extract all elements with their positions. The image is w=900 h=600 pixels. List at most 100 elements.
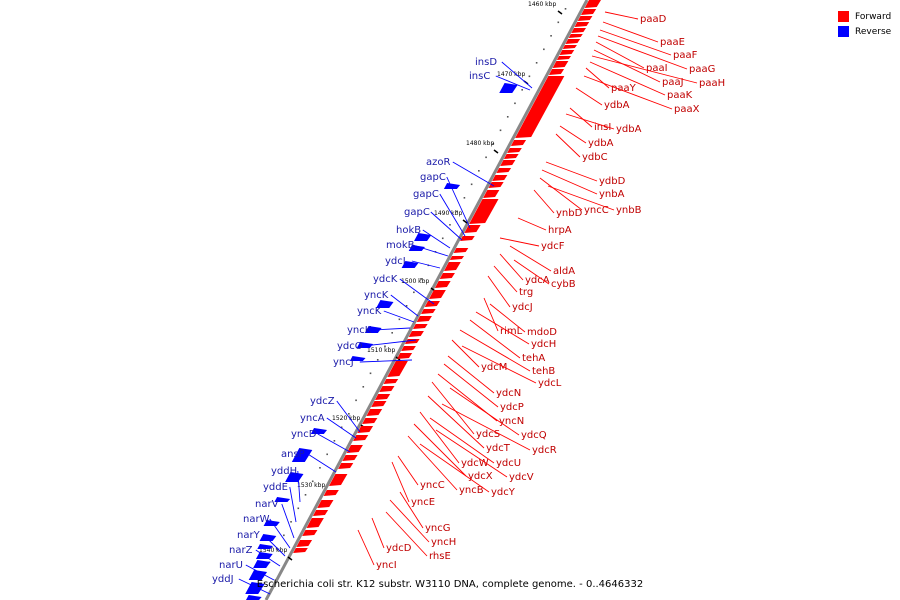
forward-gene-label[interactable]: ydcL <box>538 378 562 389</box>
forward-feature[interactable] <box>562 45 577 49</box>
forward-gene-label[interactable]: ydcS <box>476 429 500 440</box>
forward-feature[interactable] <box>568 34 583 38</box>
forward-feature[interactable] <box>515 76 565 138</box>
forward-feature[interactable] <box>396 353 413 359</box>
forward-feature[interactable] <box>488 182 504 188</box>
forward-gene-label[interactable]: ydcQ <box>521 430 547 441</box>
forward-feature[interactable] <box>379 386 395 392</box>
reverse-gene-label[interactable]: insC <box>469 71 490 82</box>
forward-gene-label[interactable]: paaK <box>667 90 693 101</box>
reverse-gene-label[interactable]: yncD <box>291 429 317 440</box>
forward-feature[interactable] <box>408 331 424 337</box>
forward-feature[interactable] <box>371 401 387 407</box>
reverse-feature[interactable] <box>257 544 273 549</box>
forward-gene-label[interactable]: ydcF <box>541 241 565 252</box>
reverse-feature[interactable] <box>376 300 394 308</box>
reverse-feature[interactable] <box>274 497 291 502</box>
reverse-feature[interactable] <box>349 356 366 361</box>
forward-gene-label[interactable]: yncN <box>499 416 524 427</box>
forward-feature[interactable] <box>306 518 324 528</box>
forward-gene-label[interactable]: paaI <box>646 63 668 74</box>
forward-gene-label[interactable]: tehB <box>532 366 555 377</box>
forward-gene-label[interactable]: paaY <box>611 83 637 94</box>
forward-gene-label[interactable]: yncG <box>425 523 451 534</box>
forward-gene-label[interactable]: rhsE <box>429 551 451 562</box>
reverse-feature[interactable] <box>408 245 425 251</box>
reverse-gene-label[interactable]: yncK <box>357 306 382 317</box>
forward-feature[interactable] <box>584 0 601 8</box>
reverse-gene-label[interactable]: ydcO <box>337 341 363 352</box>
reverse-feature[interactable] <box>253 560 271 568</box>
forward-gene-label[interactable]: paaX <box>674 104 700 115</box>
forward-feature[interactable] <box>317 500 334 508</box>
reverse-gene-label[interactable]: narV <box>255 499 279 510</box>
forward-feature[interactable] <box>296 540 313 547</box>
forward-gene-label[interactable]: paaG <box>689 64 715 75</box>
forward-feature[interactable] <box>421 309 436 314</box>
reverse-gene-label[interactable]: narW <box>243 514 270 525</box>
forward-feature[interactable] <box>346 445 363 453</box>
forward-gene-label[interactable]: paaE <box>660 37 685 48</box>
forward-feature[interactable] <box>464 225 481 233</box>
forward-feature[interactable] <box>416 316 432 322</box>
reverse-gene-label[interactable]: ydcZ <box>310 396 335 407</box>
reverse-feature[interactable] <box>285 472 304 482</box>
forward-gene-label[interactable]: ynbA <box>599 189 625 200</box>
reverse-feature[interactable] <box>414 233 432 241</box>
reverse-gene-label[interactable]: yddE <box>263 482 288 493</box>
forward-feature[interactable] <box>293 548 308 553</box>
forward-gene-label[interactable]: ydcH <box>531 339 556 350</box>
reverse-gene-label[interactable]: yncJ <box>333 357 354 368</box>
reverse-gene-label[interactable]: ansP <box>281 449 305 460</box>
forward-feature[interactable] <box>496 168 512 173</box>
forward-gene-label[interactable]: cybB <box>551 279 576 290</box>
reverse-gene-label[interactable]: yncK <box>364 290 389 301</box>
reverse-feature[interactable] <box>248 570 268 580</box>
forward-feature[interactable] <box>453 248 469 253</box>
reverse-gene-label[interactable]: mokB <box>386 240 415 251</box>
forward-gene-label[interactable]: tehA <box>522 353 545 364</box>
reverse-feature[interactable] <box>356 342 374 348</box>
reverse-feature[interactable] <box>499 83 518 93</box>
reverse-gene-label[interactable]: gapC <box>420 172 446 183</box>
forward-gene-label[interactable]: paaH <box>699 78 725 89</box>
forward-gene-label[interactable]: paaJ <box>662 77 684 88</box>
reverse-feature[interactable] <box>263 520 280 526</box>
reverse-gene-label[interactable]: narU <box>219 560 243 571</box>
forward-feature[interactable] <box>449 256 465 260</box>
forward-feature[interactable] <box>401 346 416 351</box>
forward-feature[interactable] <box>571 28 587 33</box>
reverse-gene-label[interactable]: yddH <box>271 466 297 477</box>
reverse-feature[interactable] <box>310 428 328 434</box>
forward-feature[interactable] <box>312 510 329 516</box>
forward-feature[interactable] <box>302 530 318 536</box>
forward-feature[interactable] <box>500 160 516 166</box>
forward-feature[interactable] <box>357 426 374 433</box>
forward-gene-label[interactable]: yncH <box>431 537 456 548</box>
forward-gene-label[interactable]: ydcM <box>481 362 507 373</box>
reverse-gene-label[interactable]: azoR <box>426 157 450 168</box>
forward-gene-label[interactable]: ydcT <box>486 443 511 454</box>
forward-feature[interactable] <box>328 474 348 486</box>
forward-gene-label[interactable]: ydcX <box>468 471 493 482</box>
forward-gene-label[interactable]: yncC <box>584 205 609 216</box>
forward-gene-label[interactable]: ydcU <box>496 458 521 469</box>
forward-feature[interactable] <box>580 9 597 15</box>
reverse-gene-label[interactable]: ydcI <box>385 256 406 267</box>
reverse-feature[interactable] <box>364 326 382 333</box>
forward-gene-label[interactable]: trg <box>519 287 533 298</box>
forward-gene-label[interactable]: aldA <box>553 266 575 277</box>
reverse-feature[interactable] <box>259 534 277 541</box>
forward-gene-label[interactable]: insI <box>594 122 611 133</box>
reverse-gene-label[interactable]: insD <box>475 57 497 68</box>
reverse-feature[interactable] <box>246 595 262 600</box>
forward-feature[interactable] <box>556 56 572 60</box>
forward-gene-label[interactable]: ynbB <box>616 205 642 216</box>
forward-gene-label[interactable]: ydcY <box>491 487 516 498</box>
forward-gene-label[interactable]: ydbA <box>616 124 642 135</box>
forward-feature[interactable] <box>507 148 522 153</box>
forward-gene-label[interactable]: paaD <box>640 14 667 25</box>
forward-feature[interactable] <box>342 455 358 461</box>
reverse-gene-label[interactable]: yncA <box>300 413 325 424</box>
forward-gene-label[interactable]: mdoD <box>527 327 557 338</box>
